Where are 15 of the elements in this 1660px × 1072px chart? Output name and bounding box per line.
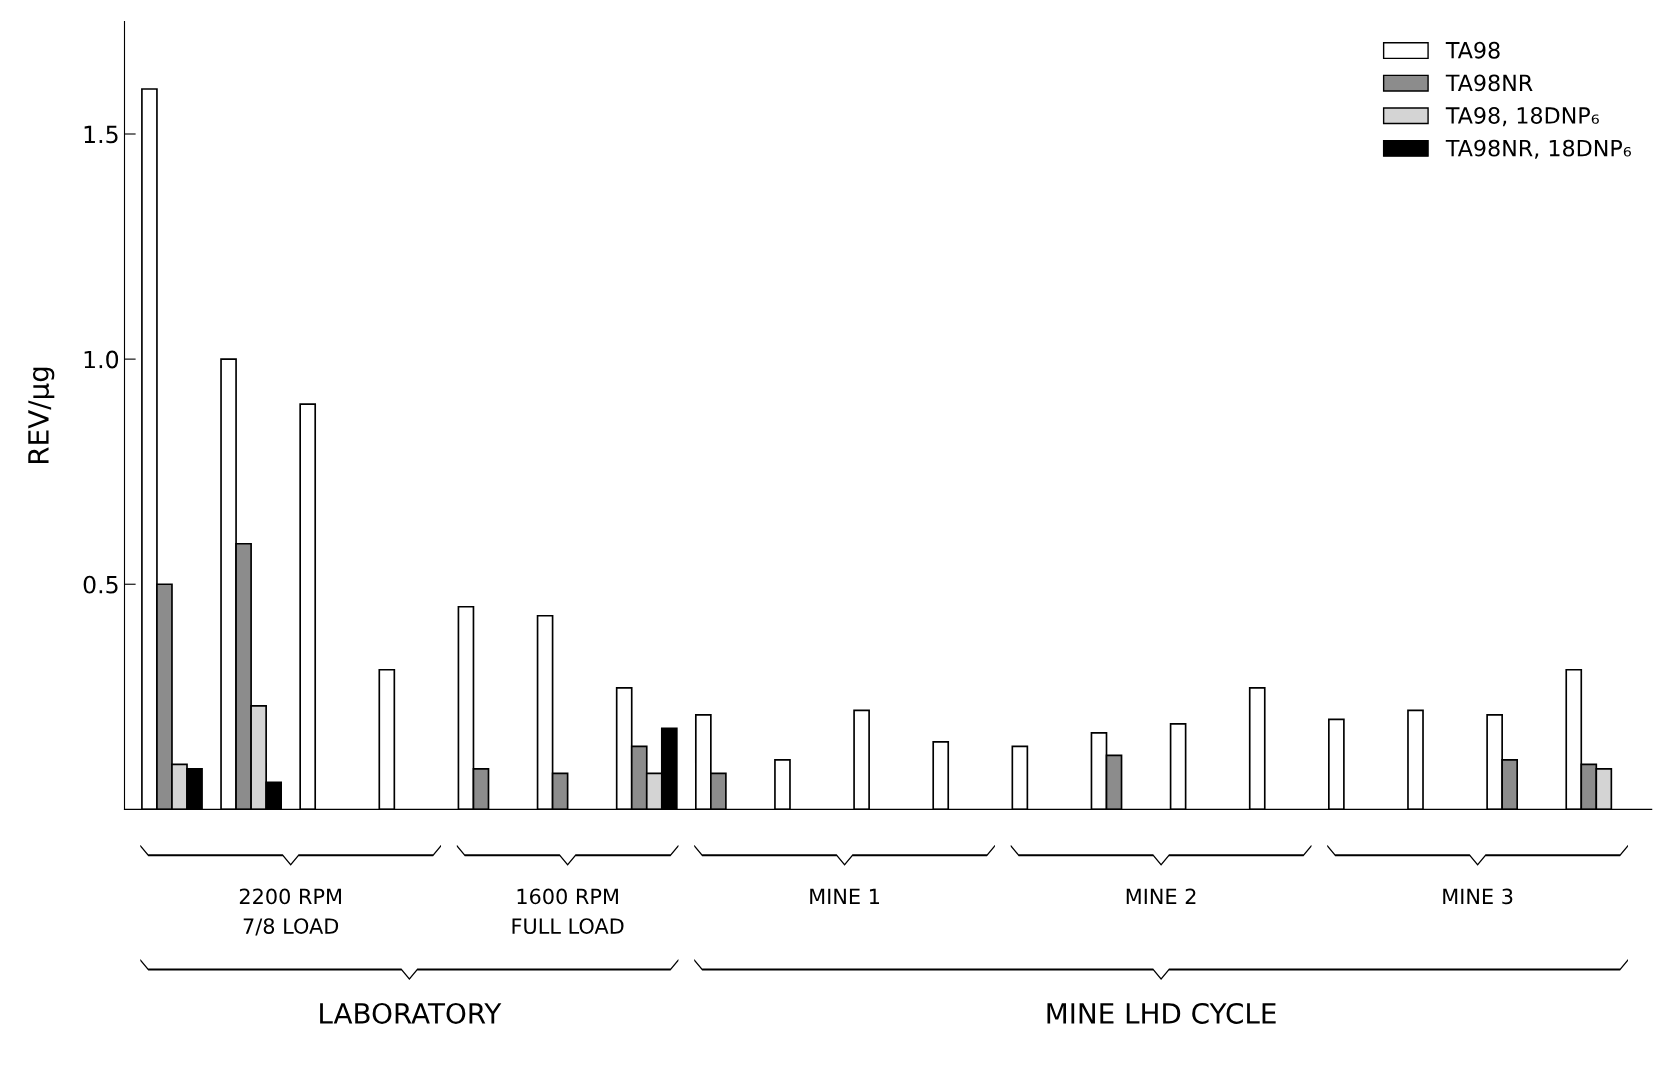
legend-label: TA98, 18DNP₆	[1445, 107, 1599, 127]
text: LABORATORY	[320, 1002, 502, 1024]
text: 2200 RPM 7/8 LOAD	[239, 888, 341, 936]
text: MINE LHD CYCLE	[1047, 1002, 1276, 1024]
legend-label: TA98	[1445, 41, 1500, 59]
text: MINE 1	[810, 888, 880, 904]
y-tick-label: 1.0	[84, 350, 119, 369]
legend-label: TA98NR, 18DNP₆	[1445, 139, 1631, 159]
text: 1600 RPM FULL LOAD	[512, 888, 624, 934]
y-tick-label: 0.5	[83, 575, 118, 594]
y-tick-label: 1.5	[84, 125, 118, 144]
legend-label: TA98NR	[1445, 74, 1533, 92]
text: MINE 2	[1126, 888, 1196, 904]
text: MINE 3	[1443, 888, 1513, 905]
y-axis-title: REV/μg	[28, 367, 55, 463]
